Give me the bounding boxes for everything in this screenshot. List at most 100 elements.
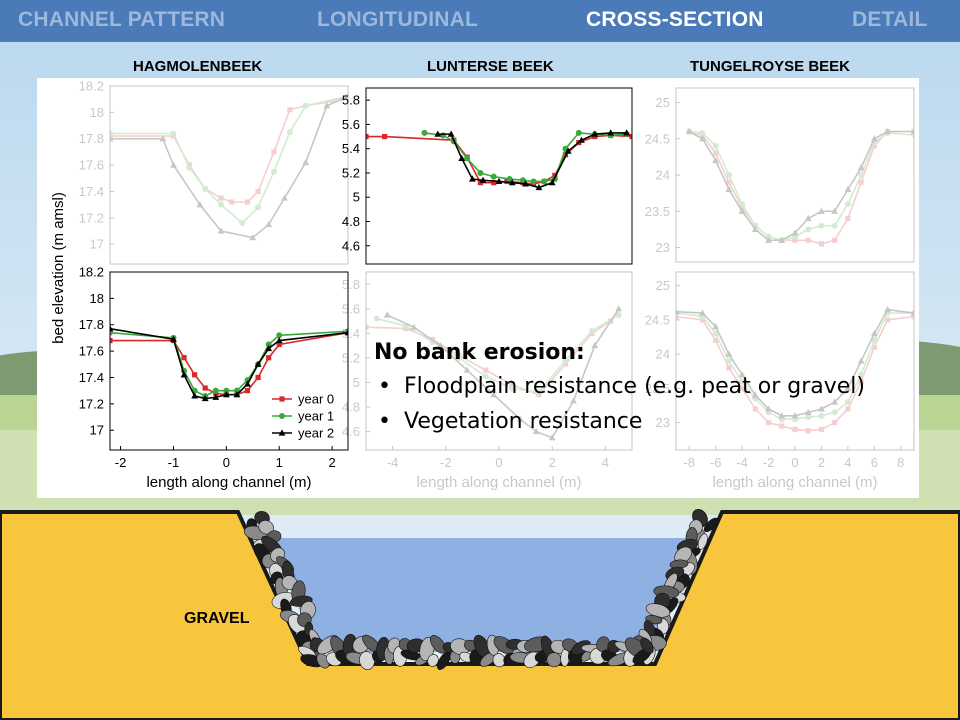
data-point-year1 [265, 341, 272, 348]
data-point-year1 [255, 204, 262, 211]
data-point-year0 [244, 388, 251, 394]
chart-lun-bot: 4.6 4.8 5 5.2 5.4 5.6 5.8 -4 -2 0 2 4 length along c… [342, 271, 633, 491]
data-point-year1 [589, 327, 596, 334]
data-point-year2 [791, 229, 799, 236]
data-point-year2 [159, 135, 167, 142]
x-tick-label: -2 [763, 455, 775, 470]
creek-title-lunterse-beek: LUNTERSE BEEK [427, 58, 554, 75]
data-point-year1 [712, 143, 719, 149]
data-point-year0 [255, 188, 261, 195]
creek-title-hagmolenbeek: HAGMOLENBEEK [133, 58, 263, 75]
note-heading: No bank erosion: [374, 340, 585, 365]
y-tick-label: 5.6 [342, 117, 360, 132]
data-point-year1 [421, 129, 428, 136]
data-point-year2 [437, 342, 444, 349]
data-point-year1 [858, 172, 865, 178]
data-point-year1 [805, 226, 812, 233]
tab-longitudinal[interactable]: LONGITUDINAL [317, 8, 479, 31]
data-point-year0 [170, 133, 177, 139]
data-point-year0 [287, 107, 293, 113]
chart-tun-top: 23 23.5 24 24.5 25 [645, 87, 915, 263]
data-point-year0 [202, 385, 208, 391]
x-tick-label: 6 [871, 455, 878, 470]
data-point-year1 [765, 233, 772, 240]
data-point-year1 [506, 176, 513, 183]
data-point-year0 [676, 313, 679, 320]
y-tick-label: 25 [656, 278, 670, 293]
data-point-year0 [244, 199, 251, 205]
x-tick-label: 1 [276, 455, 283, 470]
data-point-year2 [578, 136, 585, 143]
data-point-year0 [752, 223, 758, 229]
x-tick-label: -6 [710, 455, 722, 470]
data-point-year0 [713, 337, 719, 344]
x-tick-label: 4 [602, 455, 609, 470]
data-point-year0 [345, 93, 348, 100]
data-point-year1 [490, 173, 497, 180]
y-tick-label: 24.5 [645, 131, 670, 146]
x-axis-label: length along channel (m) [712, 474, 877, 491]
data-point-year2 [110, 325, 114, 332]
data-point-year2 [201, 394, 209, 402]
data-point-year1 [170, 130, 177, 137]
data-point-year2 [302, 158, 310, 166]
x-tick-label: 2 [329, 455, 336, 470]
chart-lun-top: 4.6 4.8 5 5.2 5.4 5.6 5.8 [342, 87, 633, 265]
legend-marker-year1 [279, 413, 285, 419]
y-tick-label: 5.2 [342, 165, 360, 180]
y-tick-label: 17.4 [79, 184, 104, 199]
series-line-year1 [689, 130, 914, 242]
data-point-year0 [382, 133, 388, 140]
tab-cross-section[interactable]: CROSS-SECTION [586, 8, 764, 31]
data-point-year2 [265, 344, 273, 352]
data-point-year1 [186, 164, 193, 171]
creek-title-tungelroyse-beek: TUNGELROYSE BEEK [690, 58, 851, 75]
y-tick-label: 5.4 [342, 141, 360, 156]
data-point-year0 [229, 199, 235, 205]
data-point-year1 [440, 132, 447, 139]
data-point-year0 [403, 325, 409, 332]
y-tick-label: 5.6 [342, 301, 360, 316]
series-line-year2 [688, 130, 914, 242]
axes-frame [365, 271, 633, 451]
data-point-year0 [911, 128, 914, 135]
data-point-year0 [562, 361, 569, 367]
data-point-year2 [685, 127, 693, 135]
x-tick-label: 0 [223, 455, 230, 470]
y-tick-label: 4.6 [342, 238, 360, 253]
tab-channel-pattern[interactable]: CHANNEL PATTERN [18, 8, 226, 31]
x-axis-label: length along channel (m) [146, 474, 311, 491]
data-point-year0 [845, 215, 851, 222]
axes-frame [675, 271, 915, 451]
series-line-year1 [110, 98, 348, 225]
y-tick-label: 23 [656, 240, 670, 255]
data-point-year2 [804, 214, 812, 222]
data-point-year2 [725, 185, 733, 193]
axes-frame [365, 87, 633, 265]
data-point-year1 [699, 129, 706, 136]
data-point-year0 [871, 344, 877, 350]
data-point-year2 [458, 154, 466, 161]
data-point-year1 [110, 130, 113, 137]
tab-detail[interactable]: DETAIL [852, 8, 928, 31]
data-point-year2 [508, 179, 516, 186]
chart-hag-top: 17 17.2 17.4 17.6 17.8 18 18.2 [79, 79, 349, 265]
y-tick-label: 23.5 [645, 204, 670, 219]
data-point-year1 [202, 185, 209, 192]
data-point-year1 [575, 129, 582, 136]
data-point-year2 [180, 371, 188, 378]
data-point-year0 [699, 317, 706, 323]
gravel-stone [430, 635, 446, 654]
axes-frame [109, 271, 349, 451]
data-point-year0 [276, 341, 282, 348]
data-point-year2 [249, 234, 257, 241]
x-tick-label: 0 [495, 455, 502, 470]
data-point-year0 [608, 318, 614, 324]
data-point-year1 [871, 139, 878, 146]
x-tick-label: 4 [844, 455, 851, 470]
note-bullet-floodplain: Floodplain resistance (e.g. peat or grav… [374, 369, 874, 404]
data-point-year1 [477, 169, 484, 176]
plot-area [685, 127, 914, 247]
data-point-year2 [699, 309, 706, 316]
data-point-year2 [535, 183, 543, 191]
